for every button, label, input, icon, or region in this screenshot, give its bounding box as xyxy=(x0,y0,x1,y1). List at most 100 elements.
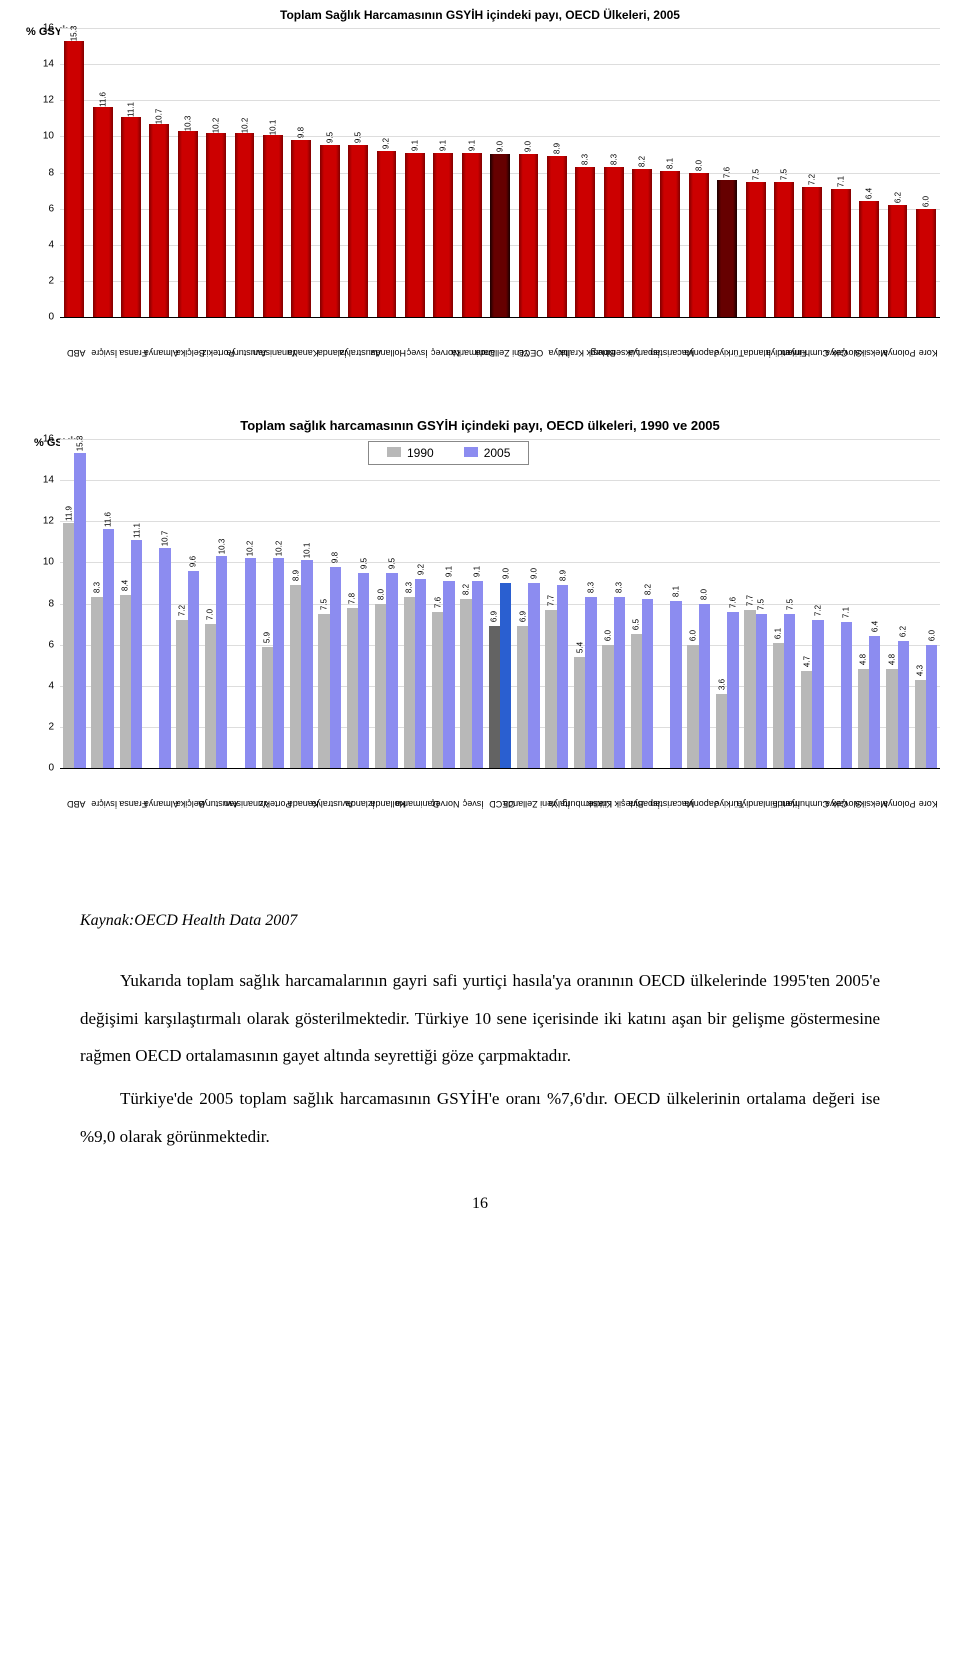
chart1-bar: 9.0 xyxy=(519,154,539,317)
chart1-bar-value: 9.1 xyxy=(410,140,419,151)
chart1-bar-value: 10.1 xyxy=(268,119,277,135)
chart1: Toplam Sağlık Harcamasının GSYİH içindek… xyxy=(0,0,960,392)
chart1-bar-value: 11.1 xyxy=(126,102,135,117)
chart2-bar-2005: 6.2 xyxy=(898,641,909,768)
chart1-bar-group: 8.2 xyxy=(628,28,656,317)
chart2-bar-group: 7.1 xyxy=(827,439,855,768)
chart2-bar-2005: 9.1 xyxy=(443,581,454,768)
chart1-bar: 7.1 xyxy=(831,189,851,317)
chart2-bar-2005: 7.5 xyxy=(784,614,795,768)
chart1-ytick: 14 xyxy=(30,59,54,70)
chart1-bar-group: 7.5 xyxy=(770,28,798,317)
chart2-bar-1990-value: 4.3 xyxy=(916,665,925,676)
chart2-bar-1990-value: 7.6 xyxy=(433,597,442,608)
chart1-bar: 8.3 xyxy=(604,167,624,317)
chart2-bar-group: 7.29.6 xyxy=(174,439,202,768)
chart1-bar-value: 9.8 xyxy=(297,127,306,138)
chart1-bar: 10.2 xyxy=(235,133,255,317)
chart1-bar: 10.1 xyxy=(263,135,283,317)
chart2-bar-2005: 7.6 xyxy=(727,612,738,768)
chart1-bar: 9.2 xyxy=(377,151,397,317)
chart2-bar-1990: 3.6 xyxy=(716,694,727,768)
chart2-plot: 02468101214161990200511.915.38.311.68.41… xyxy=(60,439,940,769)
chart1-bar-value: 9.2 xyxy=(382,138,391,149)
chart2-bar-group: 4.36.0 xyxy=(912,439,940,768)
chart2-bar-1990-value: 6.1 xyxy=(774,628,783,639)
chart2-bar-2005-value: 11.6 xyxy=(104,512,113,527)
chart1-bar-value: 8.9 xyxy=(552,143,561,154)
chart1-bar: 8.0 xyxy=(689,173,709,318)
chart1-bar: 9.1 xyxy=(433,153,453,317)
chart1-bar-value: 7.6 xyxy=(723,167,732,178)
chart2-bar-1990-value: 6.9 xyxy=(518,611,527,622)
chart2-bar-2005: 8.3 xyxy=(585,597,596,768)
chart1-bar-group: 6.2 xyxy=(883,28,911,317)
chart2-bar-group: 4.8 6.4 xyxy=(855,439,883,768)
chart2-bar-2005: 10.3 xyxy=(216,556,227,768)
chart1-bar-value: 6.4 xyxy=(865,188,874,199)
chart1-bar: 10.3 xyxy=(178,131,198,317)
chart2-bar-1990: 8.4 xyxy=(120,595,131,768)
chart2-bar-2005: 10.7 xyxy=(159,548,170,768)
chart2-bar-2005: 7.2 xyxy=(812,620,823,768)
chart2-bar-2005-value: 6.4 xyxy=(870,621,879,632)
chart2-bar-2005: 9.5 xyxy=(358,573,369,768)
chart2-bar-group: 6.17.5 xyxy=(770,439,798,768)
chart1-ytick: 8 xyxy=(30,167,54,178)
chart1-bar-group: 7.1 xyxy=(827,28,855,317)
chart1-bar: 11.6 xyxy=(93,107,113,317)
chart2-bar-1990: 6.0 xyxy=(687,645,698,768)
chart2-bar-2005-value: 7.5 xyxy=(785,599,794,610)
chart1-bar: 9.5 xyxy=(320,145,340,317)
chart2-bar-2005: 8.9 xyxy=(557,585,568,768)
chart2-bar-2005: 8.2 xyxy=(642,599,653,768)
chart1-bar-value: 9.0 xyxy=(524,141,533,152)
chart1-bar-group: 9.0 xyxy=(486,28,514,317)
chart2-bar-group: 10.2 xyxy=(230,439,258,768)
chart2-bar-2005-value: 7.6 xyxy=(728,597,737,608)
chart2-bar-2005: 10.2 xyxy=(273,558,284,768)
chart2-bar-2005: 6.0 xyxy=(926,645,937,768)
chart2-bar-1990: 8.3 xyxy=(91,597,102,768)
chart2-bar-2005-value: 8.0 xyxy=(700,588,709,599)
chart1-xlabels: ABDİsviçreFransaAlmanyaBelçikaPortekizAv… xyxy=(60,318,940,388)
chart1-bar-group: 10.2 xyxy=(202,28,230,317)
chart2-bar-1990: 6.9 xyxy=(489,626,500,768)
chart2-bar-1990-value: 8.0 xyxy=(376,588,385,599)
chart1-bar: 7.5 xyxy=(746,182,766,317)
body-text: Kaynak:OECD Health Data 2007 Yukarıda to… xyxy=(0,843,960,1195)
chart2-bar-2005-value: 8.3 xyxy=(586,582,595,593)
chart2-bar-2005-value: 11.1 xyxy=(132,523,141,538)
chart2-bar-1990: 6.1 xyxy=(773,643,784,768)
chart2-bar-2005-value: 6.2 xyxy=(899,625,908,636)
chart2-bar-1990: 7.8 xyxy=(347,608,358,768)
chart2-bar-1990: 4.7 xyxy=(801,671,812,768)
chart2-bar-2005-value: 10.1 xyxy=(302,543,311,559)
chart2-bar-group: 7.010.3 xyxy=(202,439,230,768)
paragraph-2: Türkiye'de 2005 toplam sağlık harcamasın… xyxy=(80,1080,880,1155)
chart2-bar-1990-value: 7.0 xyxy=(206,609,215,620)
chart1-bar-group: 9.5 xyxy=(344,28,372,317)
chart1-bar-group: 8.1 xyxy=(656,28,684,317)
chart2-ytick: 14 xyxy=(30,475,54,486)
chart2-bar-2005: 7.5 xyxy=(756,614,767,768)
chart2-bar-2005-value: 9.1 xyxy=(473,566,482,577)
chart2-bar-1990-value: 7.7 xyxy=(745,595,754,606)
chart2-bar-1990-value: 4.7 xyxy=(802,656,811,667)
chart2-bar-2005-value: 9.8 xyxy=(331,551,340,562)
chart2-bar-1990-value: 5.4 xyxy=(575,642,584,653)
chart1-bar: 7.6 xyxy=(717,180,737,317)
chart2-bar-1990: 4.8 xyxy=(858,669,869,768)
chart2-bar-2005-value: 7.1 xyxy=(842,607,851,618)
chart2-bar-group: 7.77.5 xyxy=(741,439,769,768)
chart2-bar-group: 5.910.2 xyxy=(259,439,287,768)
chart1-bar-group: 7.2 xyxy=(798,28,826,317)
chart2-bar-group: 8.29.1 xyxy=(457,439,485,768)
chart2-ytick: 16 xyxy=(30,434,54,445)
chart2-bar-group: 8.09.5 xyxy=(372,439,400,768)
chart1-bar-value: 7.5 xyxy=(779,168,788,179)
chart1-bar-group: 8.0 xyxy=(685,28,713,317)
chart1-bar-value: 9.1 xyxy=(439,140,448,151)
chart2-bar-1990: 8.0 xyxy=(375,604,386,769)
chart2-bar-2005-value: 10.2 xyxy=(274,541,283,557)
